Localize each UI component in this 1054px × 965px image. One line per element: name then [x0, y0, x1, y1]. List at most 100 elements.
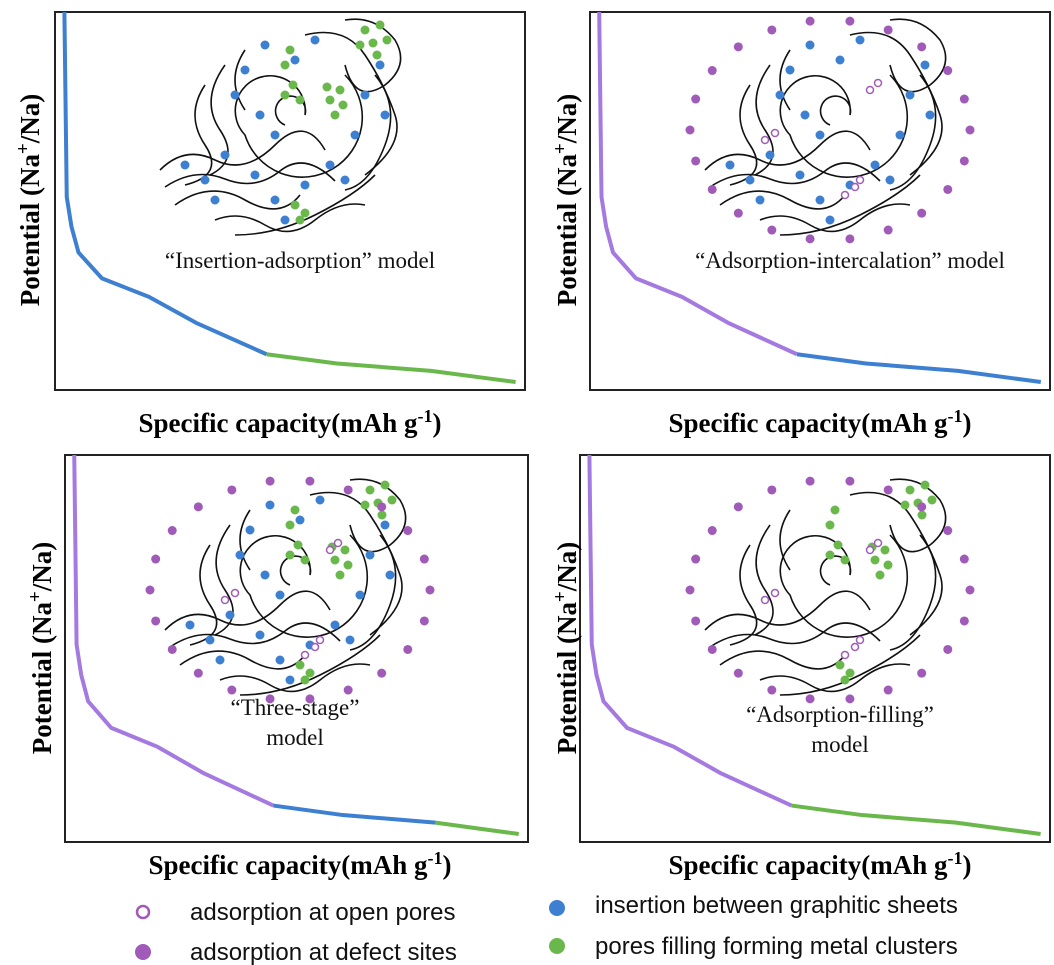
defect-dot — [960, 555, 969, 564]
graphitic-sheet — [720, 191, 845, 209]
graphitic-sheet — [850, 33, 942, 176]
x-axis-label-main: Specific capacity(mAh g — [149, 850, 428, 880]
x-axis-label-end: ) — [432, 408, 441, 438]
insertion-dot — [221, 151, 230, 160]
cluster-dot — [341, 546, 350, 555]
model-label: model — [266, 725, 324, 750]
legend-label: insertion between graphitic sheets — [595, 892, 958, 919]
x-axis-label-sup: -1 — [427, 848, 442, 868]
open-pore-dot — [875, 540, 882, 547]
cluster-dot — [826, 521, 835, 530]
model-label: “Adsorption-intercalation” model — [695, 248, 1005, 273]
y-axis-label: Potential (Na+/Na) — [25, 542, 57, 755]
defect-dot — [767, 686, 776, 695]
cluster-dot — [296, 96, 305, 105]
x-axis-label-main: Specific capacity(mAh g — [669, 408, 948, 438]
x-axis-label-sup: -1 — [947, 406, 962, 426]
defect-dot — [227, 485, 236, 494]
insertion-dot — [386, 571, 395, 580]
y-axis-label-sup: + — [13, 143, 34, 154]
defect-dot — [344, 686, 353, 695]
insertion-dot — [921, 61, 930, 70]
defect-dot — [806, 477, 815, 486]
insertion-dot — [181, 161, 190, 170]
defect-dot — [960, 156, 969, 165]
defect-dot — [767, 226, 776, 235]
insertion-dot — [281, 216, 290, 225]
cluster-dot — [918, 511, 927, 520]
defect-dot — [227, 686, 236, 695]
insertion-dot — [301, 181, 310, 190]
capacity-curve — [599, 12, 797, 354]
defect-dot — [305, 477, 314, 486]
x-axis-label: Specific capacity(mAh g-1) — [149, 848, 452, 880]
open-pore-dot — [232, 590, 239, 597]
legend-label: adsorption at open pores — [190, 899, 456, 926]
insertion-dot — [296, 516, 305, 525]
cluster-dot — [296, 661, 305, 670]
capacity-curve — [435, 823, 518, 834]
legend-marker — [549, 900, 565, 916]
defect-dot — [194, 502, 203, 511]
cluster-dot — [378, 511, 387, 520]
defect-dot — [708, 66, 717, 75]
insertion-dot — [216, 656, 225, 665]
insertion-dot — [261, 571, 270, 580]
insertion-dot — [786, 66, 795, 75]
x-axis-label-sup: -1 — [947, 848, 962, 868]
defect-dot — [266, 477, 275, 486]
defect-dot — [767, 25, 776, 34]
x-axis-label: Specific capacity(mAh g-1) — [669, 406, 972, 438]
insertion-dot — [271, 131, 280, 140]
insertion-dot — [186, 621, 195, 630]
insertion-dot — [276, 591, 285, 600]
graphitic-sheet — [850, 493, 942, 636]
insertion-dot — [896, 131, 905, 140]
figure: “Insertion-adsorption” model Potential (N… — [0, 0, 1054, 965]
insertion-dot — [341, 176, 350, 185]
defect-dot — [420, 555, 429, 564]
open-pore-dot — [772, 590, 779, 597]
open-pore-dot — [857, 637, 864, 644]
cluster-dot — [841, 676, 850, 685]
open-pore-dot — [222, 597, 229, 604]
model-label: “Adsorption-filling” — [746, 702, 934, 727]
insertion-dot — [266, 501, 275, 510]
cluster-dot — [281, 91, 290, 100]
defect-dot — [691, 156, 700, 165]
defect-dot — [344, 485, 353, 494]
model-label: “Insertion-adsorption” model — [165, 248, 435, 273]
open-pore-dot — [762, 597, 769, 604]
capacity-curve — [589, 455, 791, 806]
cluster-dot — [356, 41, 365, 50]
defect-dot — [734, 42, 743, 51]
cluster-dot — [884, 561, 893, 570]
cluster-dot — [344, 561, 353, 570]
y-axis-label-sup: + — [550, 591, 571, 602]
insertion-dot — [816, 131, 825, 140]
cluster-dot — [296, 216, 305, 225]
capacity-curve — [797, 354, 1041, 382]
y-axis-label-end: /Na) — [27, 542, 57, 593]
open-pore-dot — [335, 540, 342, 547]
insertion-dot — [256, 631, 265, 640]
cluster-dot — [383, 36, 392, 45]
defect-dot — [691, 95, 700, 104]
open-pore-dot — [302, 652, 309, 659]
cluster-dot — [836, 661, 845, 670]
cluster-dot — [921, 481, 930, 490]
insertion-dot — [381, 521, 390, 530]
graphitic-sheet — [720, 651, 845, 669]
cluster-dot — [906, 486, 915, 495]
y-axis-label-sup: + — [25, 591, 46, 602]
defect-dot — [917, 209, 926, 218]
panel: “Adsorption-intercalation” modelPotentia… — [550, 12, 1050, 438]
cluster-dot — [361, 26, 370, 35]
defect-dot — [691, 555, 700, 564]
x-axis-label-main: Specific capacity(mAh g — [669, 850, 948, 880]
open-pore-dot — [842, 192, 849, 199]
defect-dot — [845, 17, 854, 26]
cluster-dot — [291, 201, 300, 210]
defect-dot — [917, 502, 926, 511]
